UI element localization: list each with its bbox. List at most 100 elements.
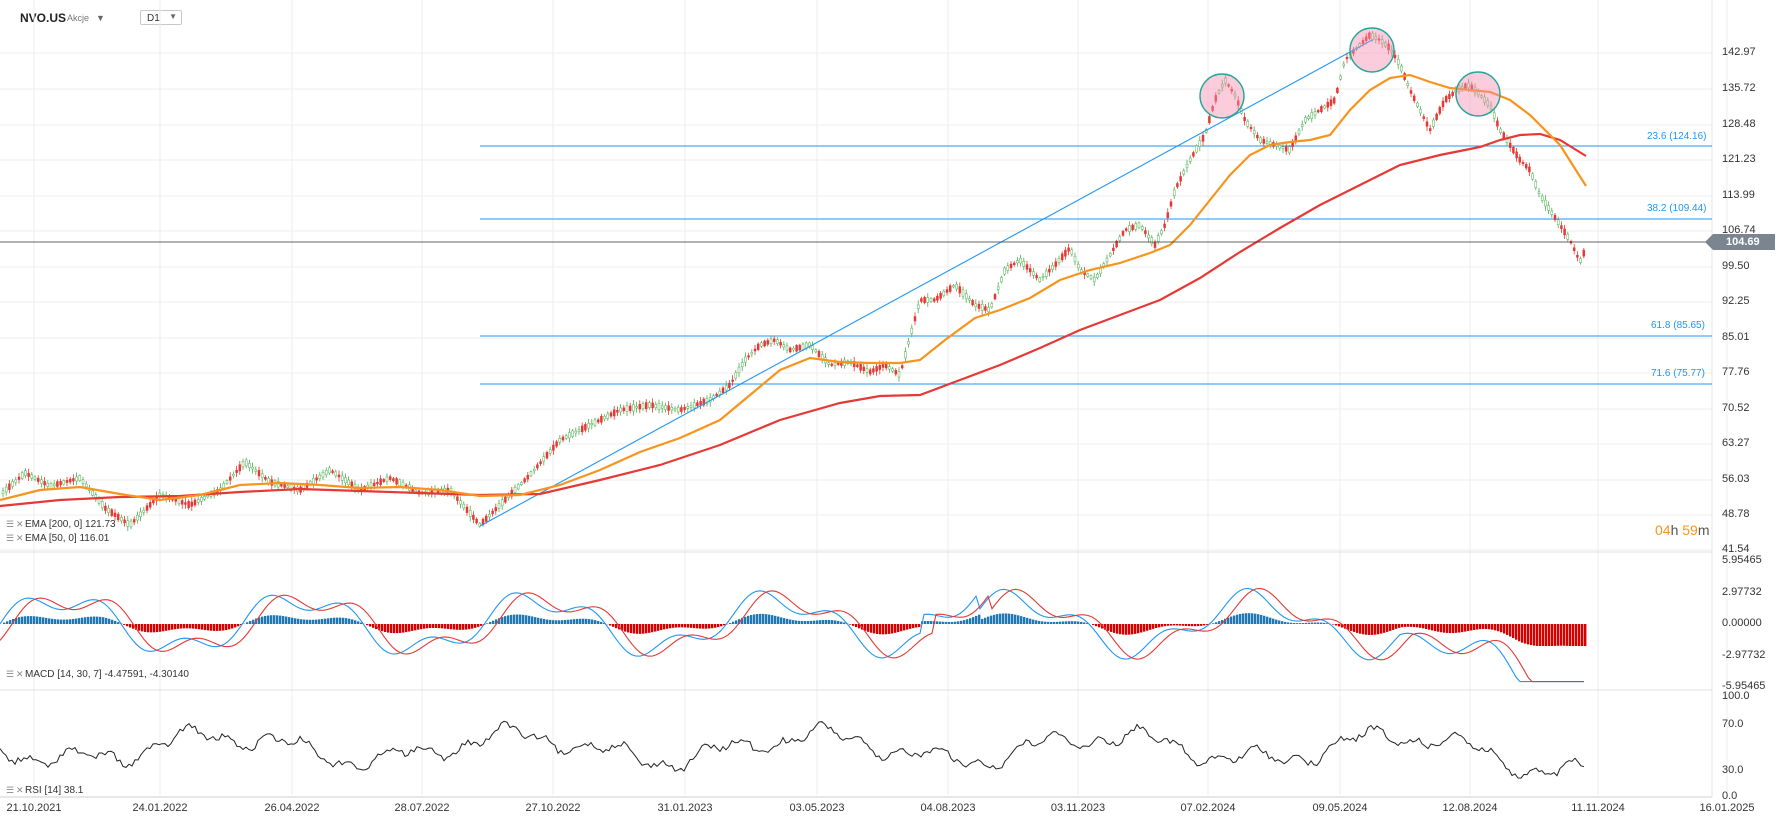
candle-body	[235, 469, 238, 473]
macd-histogram-bar	[465, 624, 468, 630]
highlight-circle	[1199, 73, 1245, 119]
indicator-label-macd[interactable]: ☰ ✕MACD [14, 30, 7] -4.47591, -4.30140	[6, 669, 189, 680]
indicator-settings-icon[interactable]: ☰	[6, 519, 15, 529]
candle-body	[798, 344, 802, 351]
macd-histogram-bar	[1305, 622, 1308, 624]
candle-body	[628, 405, 632, 411]
indicator-settings-icon[interactable]: ☰	[6, 669, 15, 679]
candle-body	[500, 499, 504, 507]
macd-histogram-bar	[1428, 624, 1431, 630]
candle-body	[801, 343, 805, 350]
macd-histogram-bar	[1332, 624, 1335, 625]
candle-body	[17, 476, 21, 480]
macd-histogram-bar	[1119, 624, 1122, 635]
macd-histogram-bar	[1056, 621, 1059, 624]
candle-body	[638, 404, 642, 410]
macd-histogram-bar	[1353, 624, 1356, 632]
macd-histogram-bar	[1062, 621, 1065, 624]
candle-body	[680, 407, 683, 412]
macd-histogram-bar	[912, 624, 915, 629]
macd-histogram-bar	[1134, 624, 1137, 634]
remove-indicator-icon[interactable]: ✕	[16, 533, 24, 543]
price-axis-tick: 113.99	[1722, 189, 1755, 201]
remove-indicator-icon[interactable]: ✕	[16, 785, 24, 795]
indicator-label-ema200[interactable]: ☰ ✕EMA [200, 0] 121.73	[6, 519, 116, 530]
date-axis-tick: 03.05.2023	[789, 802, 845, 814]
macd-histogram-bar	[300, 619, 303, 624]
candle-body	[958, 286, 962, 294]
macd-histogram-bar	[1482, 624, 1485, 630]
macd-histogram-bar	[456, 624, 459, 630]
remove-indicator-icon[interactable]: ✕	[16, 519, 24, 529]
candle-body	[779, 341, 782, 346]
macd-histogram-bar	[1017, 615, 1020, 624]
candle-body	[1092, 276, 1096, 283]
macd-histogram-bar	[1197, 624, 1200, 627]
candle-body	[1131, 224, 1134, 231]
macd-histogram-bar	[1074, 621, 1077, 624]
candle-body	[340, 475, 344, 481]
macd-histogram-bar	[78, 618, 81, 624]
candle-body	[878, 365, 882, 370]
candle-body	[78, 475, 82, 481]
candle-body	[177, 498, 181, 505]
candle-body	[865, 368, 869, 373]
macd-histogram-bar	[333, 617, 336, 624]
macd-histogram-bar	[36, 616, 39, 624]
macd-histogram-bar	[663, 624, 666, 630]
macd-histogram-bar	[699, 624, 702, 629]
date-axis-tick: 16.01.2025	[1699, 802, 1755, 814]
macd-histogram-bar	[588, 619, 591, 624]
candle-body	[4, 486, 8, 493]
macd-histogram-bar	[414, 624, 417, 631]
timeframe-select[interactable]: D1 ▼	[140, 10, 182, 25]
candle-body	[600, 416, 603, 423]
macd-histogram-bar	[1320, 622, 1323, 624]
indicator-label-rsi[interactable]: ☰ ✕RSI [14] 38.1	[6, 785, 84, 796]
candle-body	[664, 405, 667, 410]
macd-histogram-bar	[717, 624, 720, 628]
macd-histogram-bar	[1323, 622, 1326, 624]
macd-histogram-bar	[909, 624, 912, 629]
macd-histogram-bar	[1335, 624, 1338, 626]
candle-body	[283, 484, 286, 488]
candle-body	[52, 483, 56, 487]
macd-histogram-bar	[1122, 624, 1125, 635]
macd-histogram-bar	[1524, 624, 1527, 644]
macd-histogram-bar	[390, 624, 393, 633]
macd-histogram-bar	[750, 615, 753, 624]
candle-body	[1499, 128, 1502, 133]
indicator-settings-icon[interactable]: ☰	[6, 785, 15, 795]
indicator-label-ema50[interactable]: ☰ ✕EMA [50, 0] 116.01	[6, 533, 110, 544]
candle-body	[977, 303, 981, 309]
macd-histogram-bar	[1248, 613, 1251, 624]
candle-body	[1153, 242, 1157, 248]
chart-grid	[0, 0, 1728, 795]
macd-histogram-bar	[579, 618, 582, 624]
indicator-settings-icon[interactable]: ☰	[6, 533, 15, 543]
macd-histogram-bar	[501, 617, 504, 624]
candle-body	[644, 402, 648, 410]
macd-histogram-bar	[228, 624, 231, 630]
candle-body	[737, 366, 741, 374]
candle-body	[916, 304, 920, 309]
symbol-name[interactable]: NVO.US	[20, 11, 67, 25]
macd-histogram-bar	[879, 624, 882, 635]
macd-histogram-bar	[216, 624, 219, 631]
candle-body	[1211, 106, 1214, 111]
candle-body	[984, 306, 987, 311]
remove-indicator-icon[interactable]: ✕	[16, 669, 24, 679]
macd-histogram-bar	[1257, 614, 1260, 624]
price-axis-tick: 85.01	[1722, 331, 1750, 343]
candle-body	[75, 476, 78, 482]
symbol-dropdown-caret-icon[interactable]: ▼	[96, 13, 105, 23]
macd-histogram-bar	[693, 624, 696, 629]
macd-histogram-bar	[1503, 624, 1506, 634]
date-axis-tick: 07.02.2024	[1180, 802, 1236, 814]
candle-body	[788, 347, 792, 353]
macd-histogram-bar	[1125, 624, 1128, 635]
candle-body	[1540, 195, 1544, 201]
candle-body	[1547, 205, 1550, 211]
macd-histogram-bar	[18, 617, 21, 624]
